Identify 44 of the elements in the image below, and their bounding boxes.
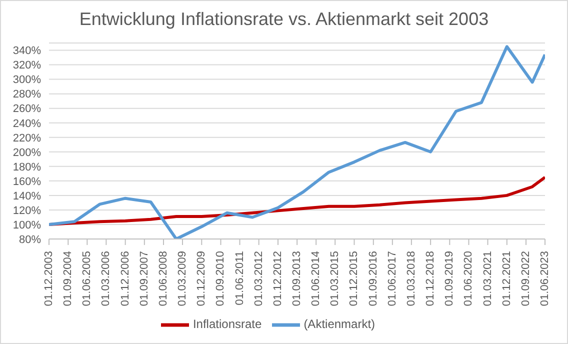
x-tick-label: 01.03.2012 — [252, 251, 265, 306]
y-tick-label: 120% — [12, 204, 42, 217]
x-tick-label: 01.09.2016 — [367, 251, 380, 306]
x-tick-label: 01.06.2005 — [81, 251, 94, 306]
x-tick-label: 01.06.2014 — [310, 251, 322, 306]
y-tick-label: 80% — [18, 234, 42, 246]
x-tick-label: 01.12.2009 — [196, 251, 208, 306]
x-tick-label: 01.12.2021 — [500, 251, 513, 306]
x-tick-label: 01.03.2015 — [329, 251, 342, 306]
x-tick-label: 01.12.2012 — [272, 251, 284, 306]
x-tick-label: 01.09.2019 — [444, 251, 456, 306]
y-tick-label: 240% — [12, 118, 42, 130]
y-tick-label: 220% — [12, 132, 42, 144]
x-tick-label: 01.12.2006 — [119, 251, 132, 306]
y-tick-label: 260% — [12, 103, 42, 116]
x-tick-label: 01.09.2013 — [291, 251, 304, 306]
legend-label: Inflationsrate — [192, 317, 262, 332]
x-tick-label: 01.03.2018 — [405, 251, 418, 306]
y-tick-label: 200% — [12, 146, 42, 159]
chart-title: Entwicklung Inflationsrate vs. Aktienmarkt seit 2003 — [78, 8, 490, 31]
x-tick-label: 01.03.2021 — [482, 251, 494, 306]
x-tick-label: 01.06.2020 — [462, 251, 475, 306]
x-tick-label: 01.06.2011 — [234, 251, 246, 306]
y-tick-label: 160% — [12, 176, 42, 188]
x-tick-label: 01.09.2022 — [520, 251, 532, 306]
x-tick-label: 01.09.2007 — [138, 251, 150, 306]
x-tick-label: 01.12.2015 — [348, 251, 360, 306]
y-tick-label: 320% — [12, 60, 42, 72]
x-tick-label: 01.09.2004 — [62, 251, 74, 306]
x-tick-label: 01.12.2003 — [43, 251, 55, 306]
x-tick-label: 01.06.2017 — [386, 251, 398, 306]
x-tick-label: 01.06.2023 — [539, 251, 551, 306]
x-tick-label: 01.03.2009 — [176, 251, 189, 306]
x-tick-label: 01.06.2008 — [157, 251, 170, 306]
x-tick-label: 01.12.2018 — [424, 251, 437, 306]
x-tick-label: 01.03.2006 — [100, 251, 112, 306]
y-tick-label: 140% — [12, 190, 42, 202]
y-tick-label: 340% — [12, 45, 42, 58]
y-tick-label: 280% — [12, 88, 42, 101]
y-tick-label: 300% — [12, 74, 42, 86]
legend-label: (Aktienmarkt) — [304, 317, 376, 332]
y-tick-label: 100% — [12, 219, 42, 232]
x-tick-label: 01.09.2010 — [214, 251, 227, 306]
y-tick-label: 180% — [12, 161, 42, 174]
